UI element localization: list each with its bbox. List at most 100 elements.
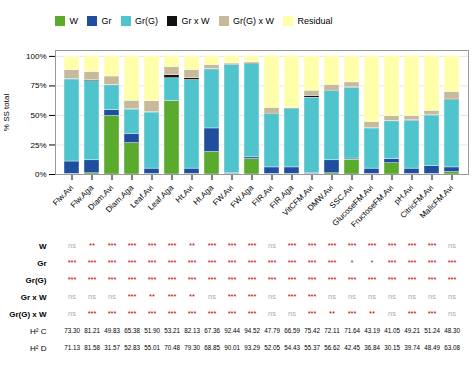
svg-text:Gr: Gr — [37, 258, 46, 267]
svg-text:***: *** — [388, 258, 397, 267]
svg-text:49.21: 49.21 — [404, 327, 420, 334]
svg-text:W: W — [39, 241, 47, 250]
svg-text:92.44: 92.44 — [224, 327, 240, 334]
svg-text:100%: 100% — [26, 51, 46, 60]
svg-text:67.36: 67.36 — [204, 327, 220, 334]
svg-text:49.83: 49.83 — [104, 327, 120, 334]
svg-text:0%: 0% — [35, 170, 47, 179]
svg-text:***: *** — [448, 275, 457, 284]
svg-text:75%: 75% — [30, 81, 46, 90]
svg-text:Diam.Aga: Diam.Aga — [104, 182, 136, 214]
svg-text:82.13: 82.13 — [184, 327, 200, 334]
svg-text:***: *** — [148, 275, 157, 284]
svg-text:**: ** — [189, 292, 195, 301]
svg-text:***: *** — [248, 292, 257, 301]
svg-text:ns: ns — [408, 292, 416, 301]
svg-text:***: *** — [428, 309, 437, 318]
svg-text:**: ** — [189, 241, 195, 250]
svg-text:***: *** — [88, 258, 97, 267]
svg-text:ns: ns — [268, 241, 276, 250]
svg-text:ns: ns — [348, 292, 356, 301]
svg-text:***: *** — [208, 258, 217, 267]
svg-text:ns: ns — [268, 292, 276, 301]
svg-text:90.01: 90.01 — [224, 344, 240, 351]
svg-text:***: *** — [168, 292, 177, 301]
svg-text:***: *** — [268, 275, 277, 284]
svg-text:52.05: 52.05 — [264, 344, 280, 351]
svg-text:63.08: 63.08 — [444, 344, 460, 351]
svg-text:***: *** — [168, 275, 177, 284]
svg-text:25%: 25% — [30, 140, 46, 149]
svg-text:***: *** — [248, 258, 257, 267]
svg-text:***: *** — [188, 275, 197, 284]
svg-text:**: ** — [89, 241, 95, 250]
svg-text:Gr x W: Gr x W — [21, 292, 47, 301]
svg-text:***: *** — [428, 241, 437, 250]
svg-text:***: *** — [328, 258, 337, 267]
svg-text:***: *** — [288, 292, 297, 301]
svg-text:ns: ns — [108, 292, 116, 301]
svg-text:***: *** — [128, 309, 137, 318]
svg-text:***: *** — [248, 241, 257, 250]
svg-text:ns: ns — [328, 292, 336, 301]
svg-text:**: ** — [329, 309, 335, 318]
svg-text:***: *** — [128, 258, 137, 267]
svg-text:72.11: 72.11 — [324, 327, 340, 334]
svg-text:71.64: 71.64 — [344, 327, 360, 334]
svg-text:***: *** — [328, 241, 337, 250]
svg-text:***: *** — [348, 241, 357, 250]
svg-text:71.13: 71.13 — [64, 344, 80, 351]
svg-text:ns: ns — [68, 309, 76, 318]
svg-text:47.79: 47.79 — [264, 327, 280, 334]
svg-text:75.42: 75.42 — [304, 327, 320, 334]
svg-text:***: *** — [368, 275, 377, 284]
svg-text:***: *** — [208, 241, 217, 250]
svg-text:ns: ns — [388, 309, 396, 318]
svg-text:***: *** — [228, 241, 237, 250]
svg-text:***: *** — [148, 309, 157, 318]
svg-text:51.90: 51.90 — [144, 327, 160, 334]
svg-text:***: *** — [428, 258, 437, 267]
svg-text:48.30: 48.30 — [444, 327, 460, 334]
svg-text:*: * — [351, 258, 354, 267]
svg-text:***: *** — [408, 258, 417, 267]
svg-text:% SS total: % SS total — [2, 93, 11, 131]
svg-text:ns: ns — [288, 309, 296, 318]
svg-text:Leaf.Aga: Leaf.Aga — [146, 182, 175, 211]
svg-text:66.59: 66.59 — [284, 327, 300, 334]
svg-text:***: *** — [228, 275, 237, 284]
svg-text:***: *** — [268, 258, 277, 267]
svg-text:***: *** — [408, 241, 417, 250]
svg-text:55.37: 55.37 — [304, 344, 320, 351]
svg-text:***: *** — [308, 275, 317, 284]
svg-text:79.30: 79.30 — [184, 344, 200, 351]
svg-text:48.49: 48.49 — [424, 344, 440, 351]
svg-text:81.21: 81.21 — [84, 327, 100, 334]
svg-text:**: ** — [369, 309, 375, 318]
svg-text:53.21: 53.21 — [164, 327, 180, 334]
svg-text:*: * — [371, 258, 374, 267]
svg-text:93.29: 93.29 — [244, 344, 260, 351]
svg-text:***: *** — [108, 275, 117, 284]
svg-text:***: *** — [168, 309, 177, 318]
svg-text:ns: ns — [208, 292, 216, 301]
svg-text:***: *** — [348, 275, 357, 284]
svg-text:***: *** — [288, 258, 297, 267]
svg-text:***: *** — [328, 275, 337, 284]
svg-text:ns: ns — [448, 309, 456, 318]
svg-text:ns: ns — [88, 292, 96, 301]
svg-text:41.05: 41.05 — [384, 327, 400, 334]
svg-text:73.30: 73.30 — [64, 327, 80, 334]
svg-text:***: *** — [108, 309, 117, 318]
svg-text:***: *** — [248, 275, 257, 284]
svg-text:65.38: 65.38 — [124, 327, 140, 334]
svg-text:***: *** — [208, 309, 217, 318]
svg-text:55.01: 55.01 — [144, 344, 160, 351]
svg-text:FructoseFM.Avi: FructoseFM.Avi — [349, 183, 395, 229]
svg-text:51.24: 51.24 — [424, 327, 440, 334]
svg-text:***: *** — [208, 275, 217, 284]
svg-text:FW.Aga: FW.Aga — [229, 182, 256, 209]
svg-text:30.15: 30.15 — [384, 344, 400, 351]
svg-text:***: *** — [308, 309, 317, 318]
svg-text:50%: 50% — [30, 111, 46, 120]
